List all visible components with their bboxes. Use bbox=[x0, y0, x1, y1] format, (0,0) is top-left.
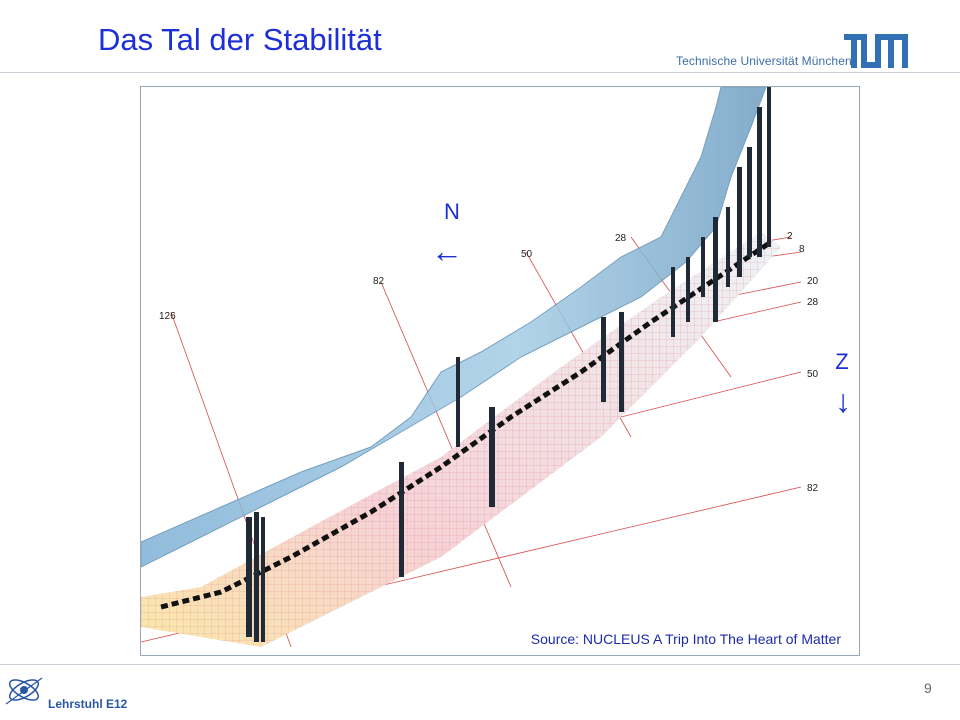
z-label-2: 2 bbox=[787, 231, 793, 242]
n-label-28: 28 bbox=[615, 233, 627, 244]
valley-illustration: 126 82 50 28 2 8 20 28 50 82 bbox=[141, 87, 819, 648]
institution-name: Technische Universität München bbox=[676, 54, 852, 68]
isotope-pillars bbox=[246, 87, 771, 642]
slide-title: Das Tal der Stabilität bbox=[98, 22, 382, 57]
nuclide-band bbox=[141, 232, 781, 647]
z-label-20: 20 bbox=[807, 276, 819, 287]
chair-name: Lehrstuhl E12 bbox=[48, 697, 128, 711]
tum-logo-icon bbox=[844, 34, 908, 68]
header-divider bbox=[0, 72, 960, 73]
valley-surface bbox=[141, 87, 767, 568]
arrow-down-icon: ↓ bbox=[835, 383, 851, 419]
arrow-left-icon: ← bbox=[431, 233, 463, 269]
axis-n-label: N bbox=[444, 199, 460, 224]
e12-logo-icon bbox=[5, 677, 43, 705]
valley-of-stability-figure: 126 82 50 28 2 8 20 28 50 82 N ← Z ↓ Sou… bbox=[140, 86, 860, 656]
n-label-126: 126 bbox=[159, 311, 176, 322]
page-number: 9 bbox=[924, 680, 932, 696]
axis-z-label: Z bbox=[831, 349, 853, 375]
z-label-8: 8 bbox=[799, 244, 805, 255]
footer-divider bbox=[0, 664, 960, 665]
z-label-28: 28 bbox=[807, 297, 819, 308]
z-label-50: 50 bbox=[807, 369, 819, 380]
n-label-50: 50 bbox=[521, 249, 533, 260]
n-label-82: 82 bbox=[373, 276, 385, 287]
z-label-82: 82 bbox=[807, 483, 819, 494]
image-source-caption: Source: NUCLEUS A Trip Into The Heart of… bbox=[530, 631, 841, 647]
